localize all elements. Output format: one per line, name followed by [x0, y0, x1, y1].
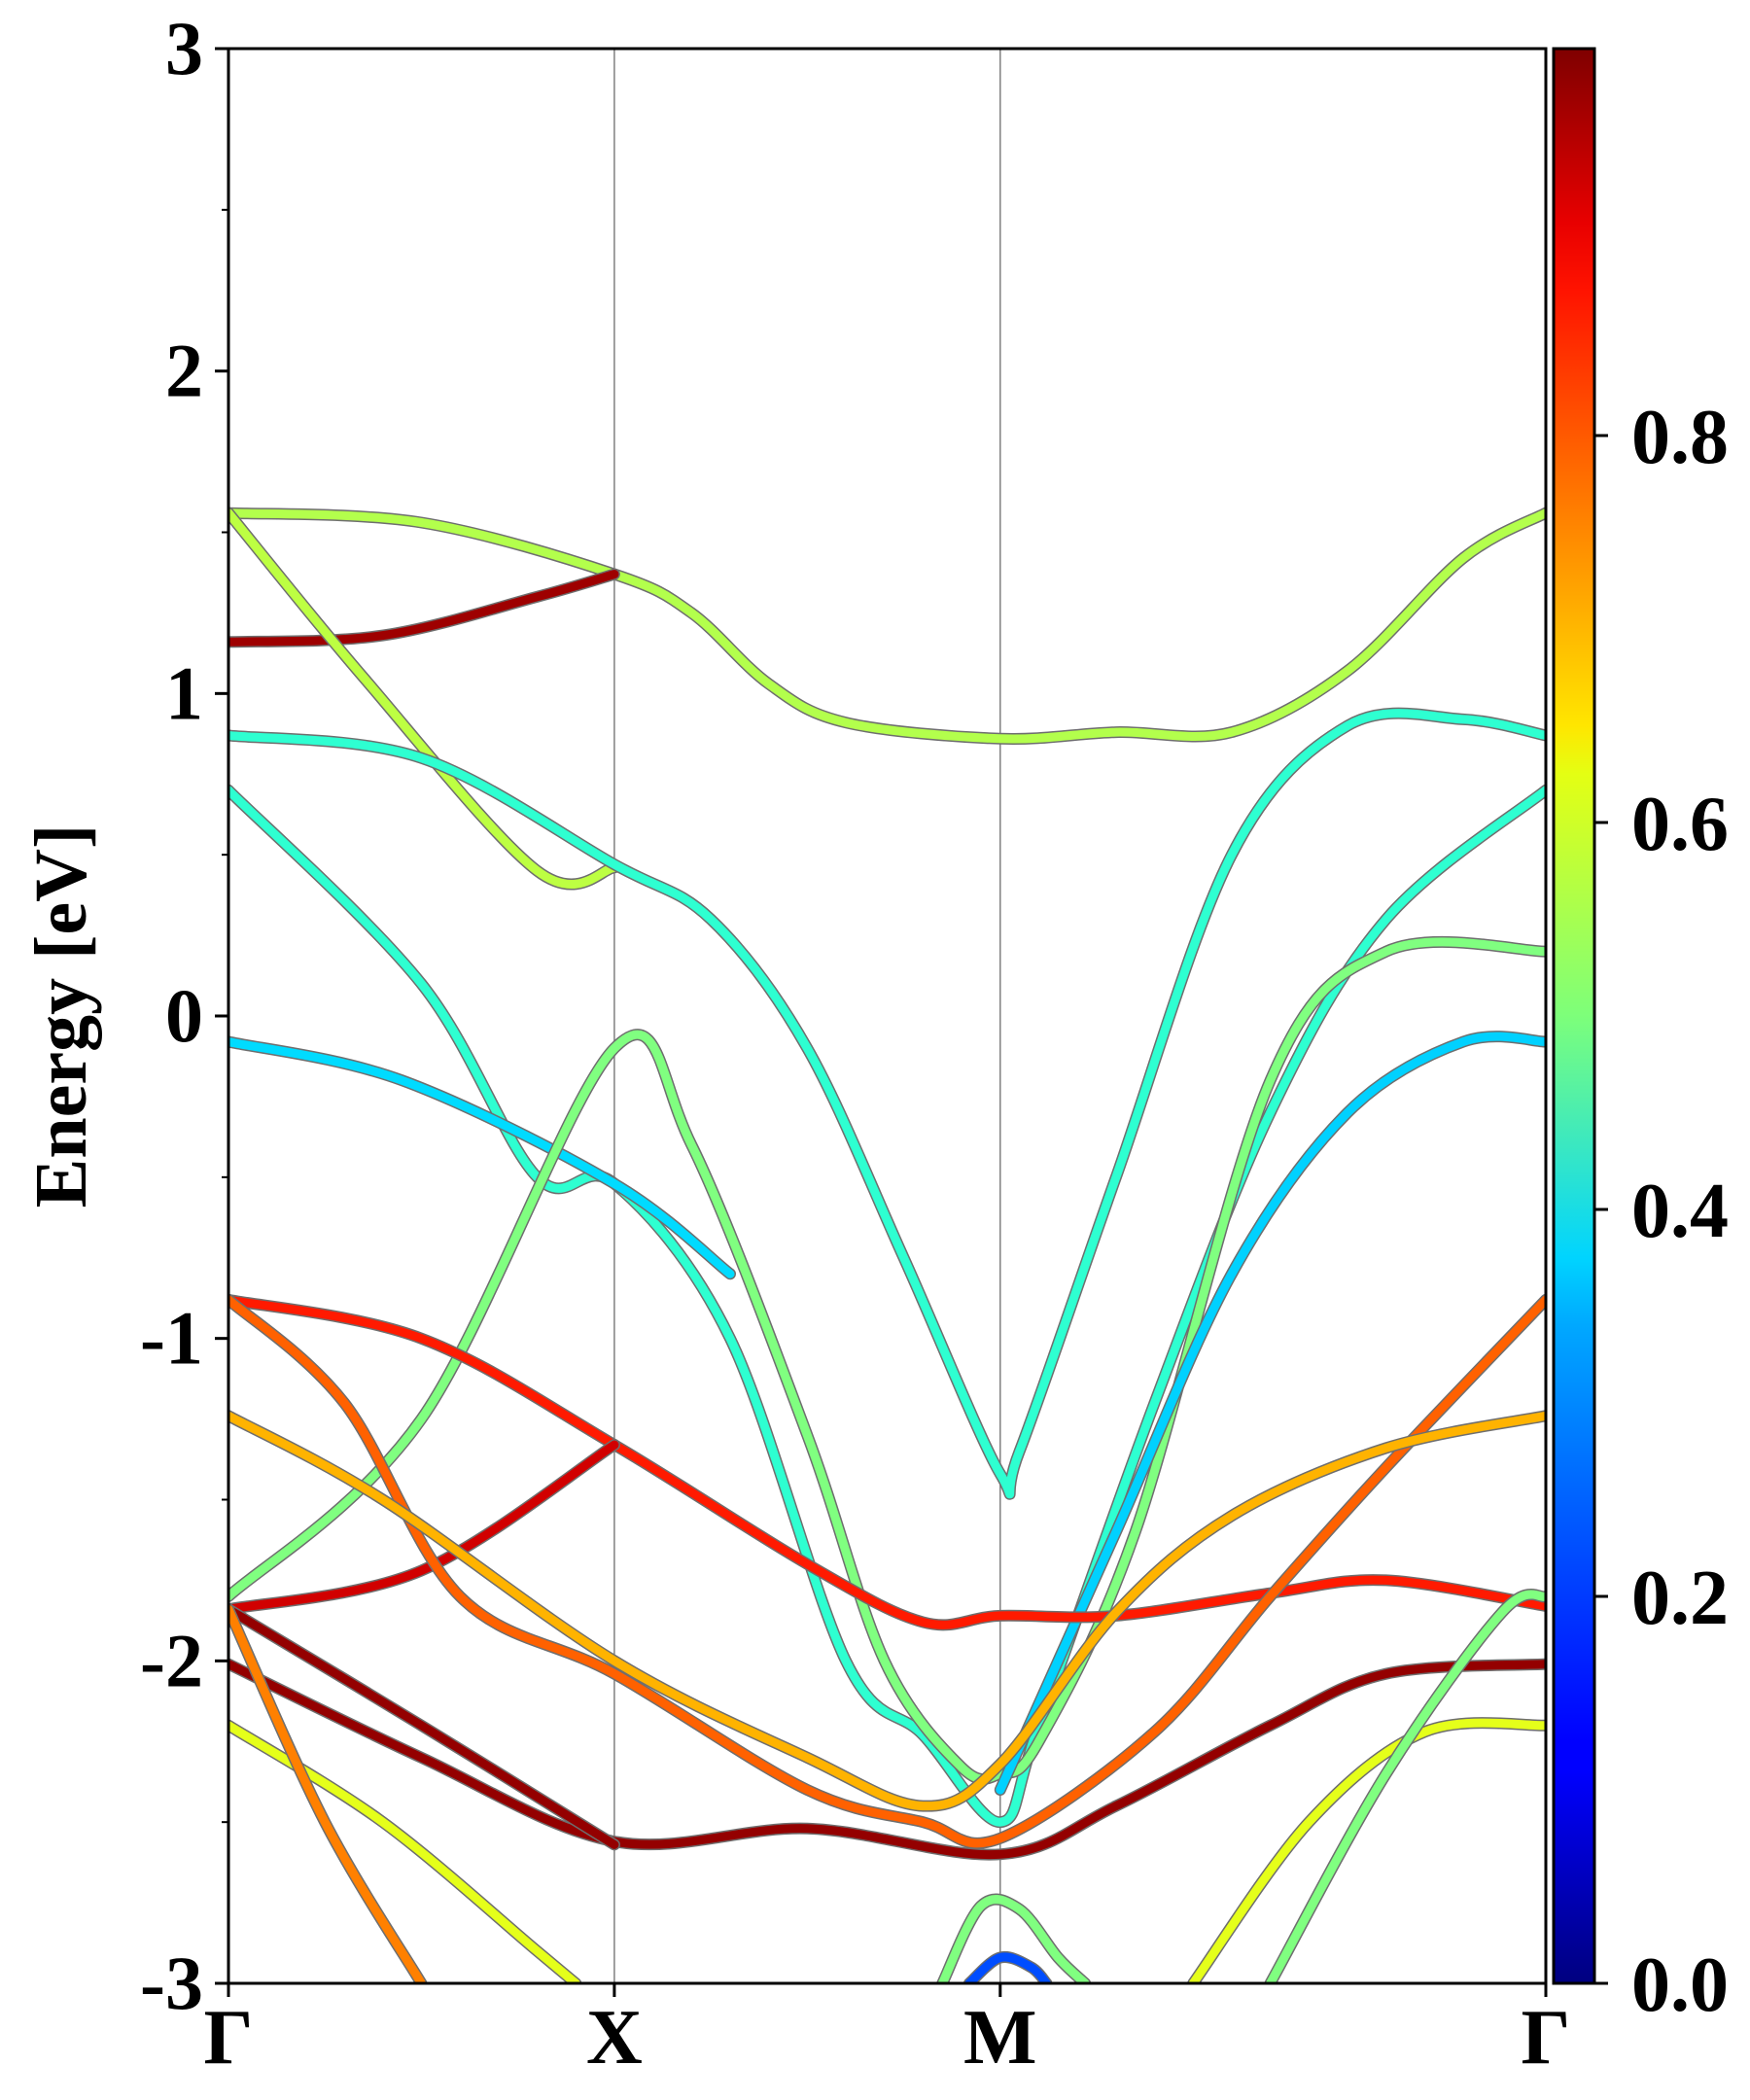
- band-line-10: [228, 1295, 1546, 1848]
- y-tick-label-3: 0: [165, 973, 203, 1058]
- x-tick-label-3: Γ: [1522, 1995, 1571, 2081]
- band-line-3: [228, 709, 1546, 1499]
- band-line-17: [1266, 1590, 1546, 1983]
- y-tick-label-5: 2: [165, 329, 203, 413]
- band-line-13: [228, 1604, 619, 1849]
- band-line-14: [228, 1721, 580, 1983]
- colorbar-tick-label-4: 0.8: [1631, 395, 1729, 480]
- colorbar-tick-label-3: 0.6: [1631, 782, 1729, 867]
- band-line-15: [228, 1604, 426, 1983]
- band-lines: [228, 507, 1546, 1983]
- x-tick-label-0: Γ: [204, 1995, 254, 2081]
- x-tick-label-2: M: [963, 1995, 1037, 2081]
- band-line-5: [228, 1037, 735, 1278]
- x-tick-label-1: X: [586, 1995, 643, 2081]
- plot-axes: -3 -2 -1 0 1 2 3 Γ X M Γ: [140, 6, 1570, 2081]
- band-line-18: [937, 1895, 1090, 1983]
- band-line-11: [228, 1411, 1546, 1811]
- y-tick-label-4: 1: [165, 650, 203, 735]
- colorbar-tick-label-2: 0.4: [1631, 1169, 1729, 1254]
- y-tick-label-0: -3: [140, 1941, 203, 2025]
- y-tick-label-6: 3: [165, 6, 203, 90]
- band-outline-3: [228, 707, 1546, 1500]
- band-line-6: [228, 937, 1546, 1784]
- plot-frame: [227, 47, 1548, 1985]
- y-tick-label-2: -1: [140, 1296, 203, 1381]
- colorbar: 0.0 0.2 0.4 0.6 0.8: [1552, 47, 1729, 2028]
- band-line-12: [228, 1660, 1546, 1860]
- colorbar-gradient: [1552, 47, 1596, 1985]
- band-line-8: [228, 1295, 1546, 1629]
- band-line-1: [228, 570, 619, 647]
- band-line-16: [1188, 1718, 1546, 1983]
- y-axis-label: Energy [eV]: [20, 824, 102, 1208]
- colorbar-tick-label-0: 0.0: [1631, 1942, 1729, 2028]
- band-line-0: [228, 508, 1546, 744]
- y-tick-label-1: -2: [140, 1618, 203, 1702]
- band-line-4: [228, 786, 1546, 1827]
- colorbar-tick-label-1: 0.2: [1631, 1556, 1729, 1641]
- band-line-19: [964, 1952, 1051, 1983]
- band-outline-7: [994, 1031, 1546, 1796]
- band-outline-6: [228, 935, 1546, 1785]
- band-line-7: [996, 1032, 1546, 1795]
- band-line-9: [228, 1440, 619, 1614]
- band-outline-17: [1264, 1589, 1546, 1983]
